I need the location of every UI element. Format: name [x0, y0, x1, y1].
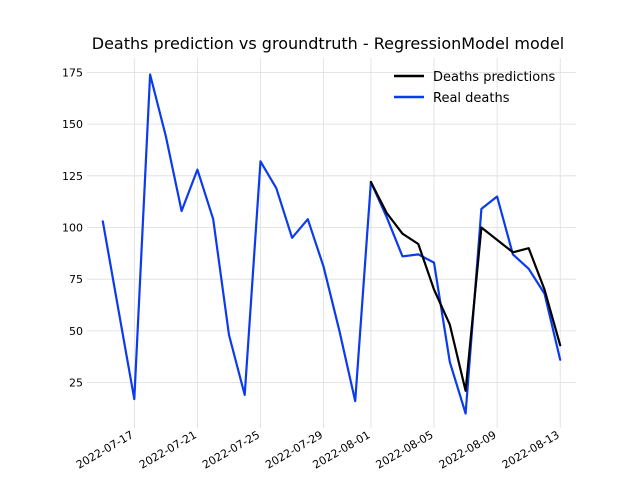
legend-label-real: Real deaths	[433, 91, 510, 106]
y-tick-label: 125	[62, 170, 83, 183]
legend-label-predictions: Deaths predictions	[433, 70, 555, 85]
series-line-real-deaths	[101, 73, 562, 415]
x-tick-label: 2022-07-21	[137, 428, 199, 471]
y-tick-label: 100	[62, 221, 83, 234]
series-layer	[101, 73, 562, 415]
x-tick-label: 2022-08-09	[437, 428, 499, 471]
legend: Deaths predictions Real deaths	[394, 70, 555, 106]
x-tick-label: 2022-07-17	[74, 428, 136, 471]
y-tick-label: 50	[69, 325, 83, 338]
series-line-predictions	[369, 180, 562, 392]
x-tick-label: 2022-08-05	[374, 428, 436, 471]
y-tick-label: 150	[62, 118, 83, 131]
y-tick-label: 25	[69, 377, 83, 390]
grid-layer	[87, 58, 576, 428]
x-tick-label: 2022-08-13	[500, 428, 562, 471]
chart-title: Deaths prediction vs groundtruth - Regre…	[92, 34, 564, 53]
y-tick-label: 175	[62, 66, 83, 79]
x-tick-label: 2022-07-25	[200, 428, 262, 471]
y-tick-label: 75	[69, 273, 83, 286]
